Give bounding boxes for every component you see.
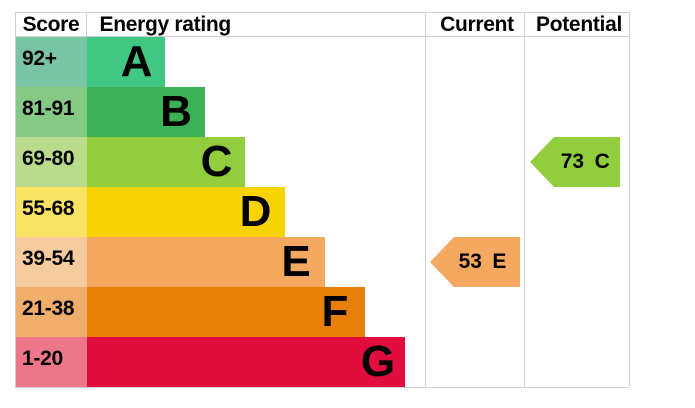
svg-text:53 E: 53 E (459, 250, 507, 273)
svg-text:73 C: 73 C (561, 150, 610, 173)
